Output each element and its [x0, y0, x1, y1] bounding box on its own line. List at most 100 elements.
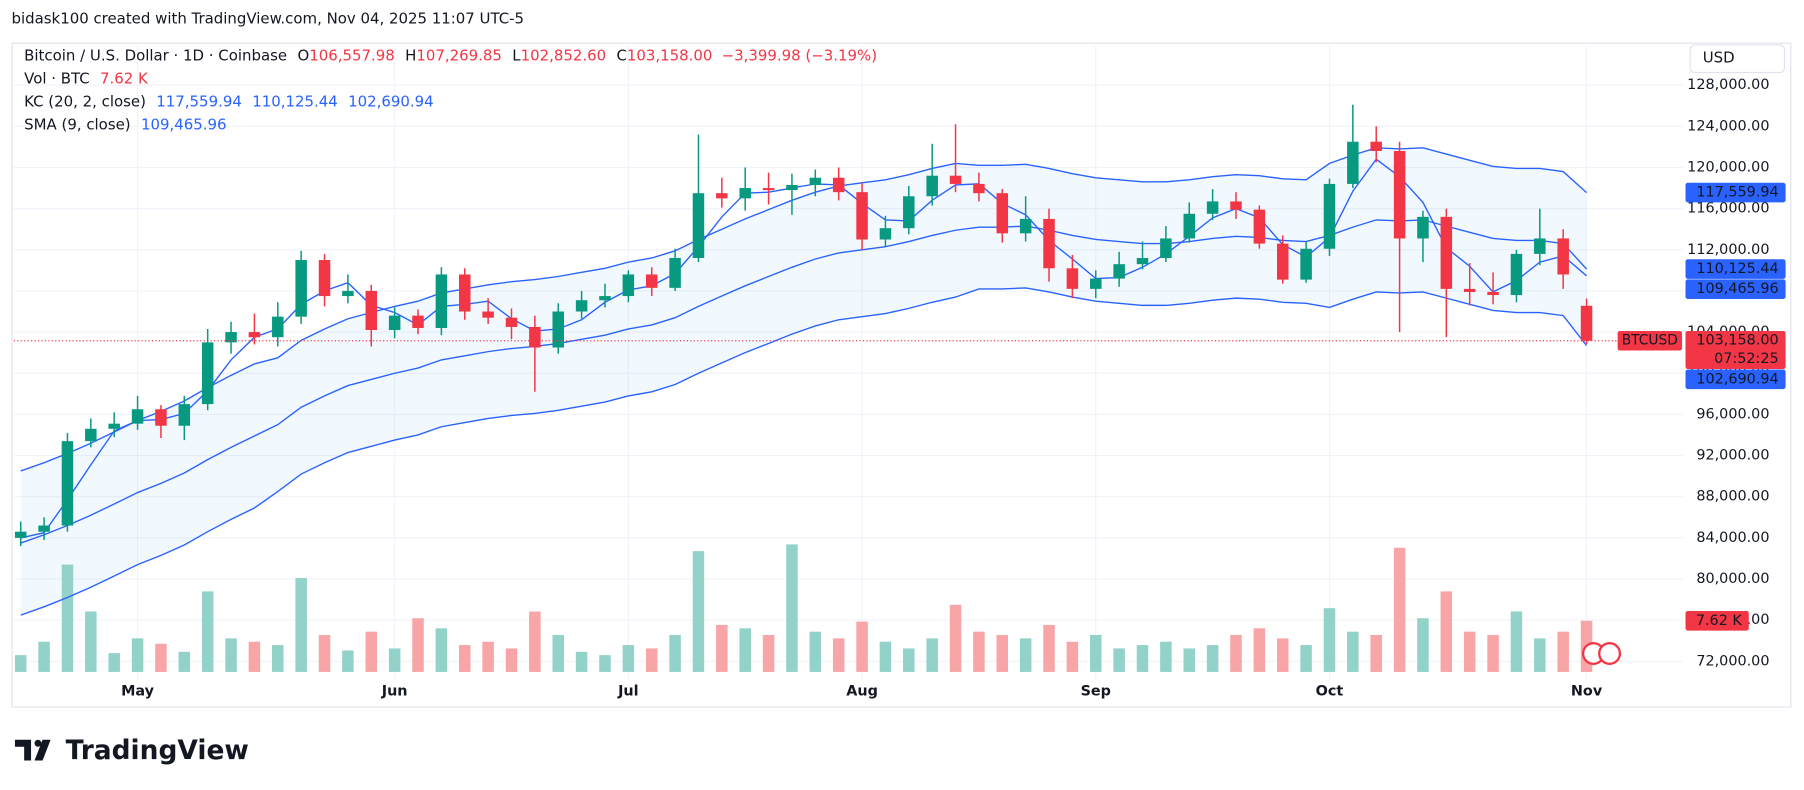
indicator-line	[20, 287, 1588, 616]
volume-bar	[85, 611, 97, 672]
candle-body	[1090, 278, 1102, 289]
x-tick-label: Aug	[846, 683, 878, 699]
indicator-line	[20, 147, 1588, 472]
candle-body	[1113, 264, 1125, 279]
legend-item: 7.62 K	[100, 69, 149, 87]
legend-row: Vol · BTC 7.62 K	[24, 69, 149, 87]
volume-bar	[1113, 648, 1125, 672]
candle-body	[1534, 238, 1546, 254]
countdown: 07:52:25	[1714, 351, 1779, 367]
legend-row: KC (20, 2, close) 117,559.94 110,125.44 102…	[24, 92, 433, 110]
candle-body	[459, 274, 471, 312]
volume-bar	[14, 655, 27, 672]
volume-bar	[949, 604, 962, 672]
volume-bar	[669, 635, 681, 672]
candle-body	[692, 193, 705, 259]
x-tick-label: Jul	[617, 683, 639, 699]
legend-row: Bitcoin / U.S. Dollar · 1D · Coinbase O10…	[24, 46, 877, 64]
candle-body	[575, 300, 588, 312]
volume-bar	[1300, 645, 1312, 672]
volume-bar	[131, 638, 144, 672]
volume-bar	[295, 577, 307, 672]
brand-name: TradingView	[66, 735, 249, 766]
volume-bar	[996, 635, 1009, 672]
candle-body	[1300, 248, 1312, 280]
y-tick-label: 128,000.00	[1687, 77, 1769, 93]
candle-body	[1440, 216, 1453, 289]
candle-body	[1160, 238, 1172, 259]
volume-bar	[482, 641, 494, 672]
volume-bar	[178, 651, 191, 672]
volume-bar	[575, 651, 588, 672]
volume-bar	[248, 641, 261, 672]
y-tick-label: 112,000.00	[1687, 242, 1769, 258]
candle-body	[388, 315, 401, 331]
y-tick-label: 96,000.00	[1696, 406, 1769, 422]
volume-bar	[1417, 618, 1429, 672]
attribution: bidask100 created with TradingView.com, …	[12, 10, 525, 28]
candle-body	[1323, 183, 1336, 249]
candle-body	[365, 290, 378, 331]
candle-body	[131, 409, 144, 424]
legend-item: L	[512, 46, 521, 64]
volume-bar	[1510, 611, 1523, 672]
currency-box[interactable]	[1689, 44, 1786, 74]
volume-bar	[529, 611, 541, 672]
chart-frame	[11, 42, 1792, 708]
volume-bar	[201, 591, 214, 672]
candle-body	[1370, 141, 1382, 151]
volume-bar	[1019, 638, 1032, 672]
candle-body	[295, 260, 307, 317]
legend-item: 110,125.44	[252, 92, 338, 110]
candle-body	[1253, 209, 1266, 244]
x-tick-label: Sep	[1081, 683, 1111, 699]
logo-mark	[14, 739, 51, 761]
candle-body	[178, 404, 191, 426]
volume-bar	[1487, 635, 1499, 672]
price-tag: 102,690.94	[1696, 371, 1778, 387]
volume-bar	[1534, 638, 1546, 672]
volume-bar	[832, 638, 845, 672]
legend-item: C	[616, 46, 626, 64]
volume-bar	[1136, 645, 1149, 672]
volume-bar	[342, 650, 354, 672]
x-tick-label: May	[121, 683, 155, 699]
candle-body	[225, 332, 237, 343]
y-tick-label: 88,000.00	[1696, 489, 1769, 505]
y-tick-label: 72,000.00	[1696, 653, 1769, 669]
volume-bar	[108, 653, 120, 672]
volume-tag-box	[1685, 611, 1749, 631]
volume-bar	[1253, 628, 1266, 672]
price-tag: 103,158.00	[1696, 333, 1778, 349]
volume-bar	[38, 641, 50, 672]
candle-body	[786, 184, 798, 191]
volume-bar	[622, 645, 635, 672]
volume-bar	[1463, 631, 1476, 672]
candle-body	[482, 311, 494, 318]
volume-tag: 7.62 K	[1696, 613, 1743, 629]
volume-bar	[926, 638, 938, 672]
volume-bar	[1206, 645, 1219, 672]
legend-item: 117,559.94	[156, 92, 242, 110]
symbol-tag-box	[1617, 330, 1683, 351]
volume-bar	[739, 628, 751, 672]
y-tick-label: 124,000.00	[1687, 118, 1769, 134]
volume-bar	[388, 648, 401, 672]
x-tick-label: Jun	[381, 683, 408, 699]
candle-body	[1580, 305, 1593, 341]
candle-body	[318, 260, 331, 297]
legend-item: 107,269.85	[416, 46, 502, 64]
y-tick-label: 120,000.00	[1687, 159, 1769, 175]
volume-bar	[1230, 635, 1242, 672]
price-tag: 109,465.96	[1696, 281, 1778, 297]
volume-bar	[1276, 638, 1289, 672]
candle-body	[342, 290, 354, 297]
volume-bar	[1393, 547, 1406, 672]
candle-body	[1276, 243, 1289, 280]
y-tick-label: 84,000.00	[1696, 530, 1769, 546]
price-tag-box	[1685, 259, 1786, 279]
candle-body	[1347, 141, 1359, 184]
price-tag: 117,559.94	[1696, 185, 1778, 201]
price-tag-box	[1685, 330, 1786, 369]
legend-item: H	[405, 46, 416, 64]
